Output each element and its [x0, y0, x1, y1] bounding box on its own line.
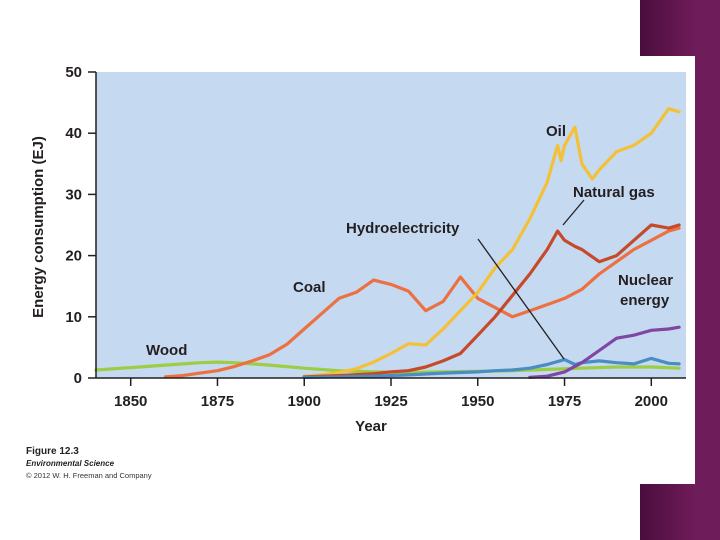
annotation-coal: Coal: [293, 279, 326, 296]
x-tick-label: 1875: [201, 393, 234, 410]
series-line-wood: [94, 360, 681, 375]
annotation-nuclear-energy: Nuclear: [618, 272, 673, 289]
y-tick-label: 40: [65, 125, 82, 142]
y-tick-label: 0: [74, 370, 82, 387]
annotation-wood: Wood: [146, 342, 187, 359]
x-tick-label: 1925: [374, 393, 407, 410]
annotation-natural-gas: Natural gas: [573, 184, 655, 201]
y-tick-label: 30: [65, 186, 82, 203]
y-tick-label: 10: [65, 309, 82, 326]
plot-background: [96, 72, 686, 378]
figure-title: Figure 12.3: [26, 446, 79, 457]
series-line-nuclear-energy: [528, 325, 681, 379]
energy-consumption-chart: 0 10 20 30 40 50 1850 1875 1900 1925 1950 1975 2000 Y…: [30, 64, 686, 435]
slide-accent-edge: [694, 0, 720, 540]
annotation-hydroelectricity: Hydroelectricity: [346, 220, 460, 237]
series-line-coal: [163, 226, 681, 379]
leader-line-natural-gas: [562, 199, 585, 226]
figure-copyright: © 2012 W. H. Freeman and Company: [26, 471, 152, 480]
x-axis-title: Year: [355, 418, 387, 435]
y-axis-title: Energy consumption (EJ): [30, 136, 47, 318]
x-tick-label: 2000: [635, 393, 668, 410]
y-tick-label: 50: [65, 64, 82, 81]
annotation-oil: Oil: [546, 123, 566, 140]
series-line-hydroelectricity: [302, 356, 681, 379]
x-tick-label: 1850: [114, 393, 147, 410]
series-line-natural-gas: [302, 223, 681, 379]
x-tick-label: 1975: [548, 393, 581, 410]
annotation-nuclear-energy: energy: [620, 292, 670, 309]
slide-content: 0 10 20 30 40 50 1850 1875 1900 1925 1950 1975 2000 Y…: [0, 56, 695, 484]
x-tick-label: 1900: [288, 393, 321, 410]
x-tick-label: 1950: [461, 393, 494, 410]
series-line-oil: [302, 107, 681, 378]
leader-line-hydroelectricity: [477, 238, 565, 360]
figure-subtitle: Environmental Science: [26, 459, 115, 468]
y-tick-label: 20: [65, 248, 82, 265]
